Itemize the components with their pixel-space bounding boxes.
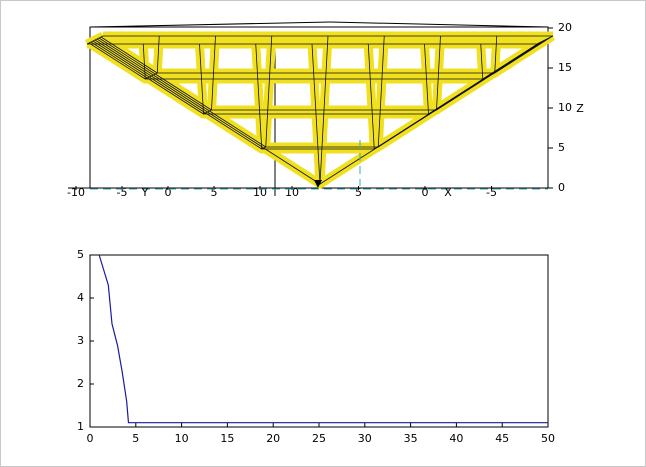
- x-axis-label: X: [444, 186, 452, 199]
- x-tick-label: 5: [132, 432, 139, 445]
- z-tick-label: 10: [558, 101, 572, 114]
- x-tick-label: 45: [495, 432, 509, 445]
- y-tick-label: 5: [211, 186, 218, 199]
- surface-mesh: [255, 35, 273, 150]
- surface-mesh: [367, 35, 385, 150]
- x-tick-label: 0: [87, 432, 94, 445]
- x-tick-label: 40: [449, 432, 463, 445]
- surface-mesh: [536, 35, 554, 45]
- y-tick-label: -10: [67, 186, 85, 199]
- z-tick-label: 0: [558, 181, 565, 194]
- x-tick-label: 20: [266, 432, 280, 445]
- y-tick-label: 2: [77, 377, 84, 390]
- surface-plot: 0 5 10 15 20 -10 -5 0 5 10 10 5 0 -5: [67, 21, 572, 199]
- x-tick-label: 25: [312, 432, 326, 445]
- y-tick-label: 5: [77, 248, 84, 261]
- min-marker: [314, 180, 322, 188]
- y-tick-label: 0: [165, 186, 172, 199]
- y-tick-label: 3: [77, 334, 84, 347]
- surface-mesh: [480, 35, 498, 80]
- x-tick-label: -5: [486, 186, 497, 199]
- x-tick-label: 30: [358, 432, 372, 445]
- x-tick-label: 5: [355, 186, 362, 199]
- axes-box: [89, 21, 331, 28]
- x-tick-label: 10: [175, 432, 189, 445]
- axes-box: [329, 21, 549, 28]
- y-tick-label: 10: [253, 186, 267, 199]
- y-tick-label: 4: [77, 291, 84, 304]
- z-tick-label: 5: [558, 141, 565, 154]
- x-tick-label: 10: [285, 186, 299, 199]
- z-tick-label: 15: [558, 61, 572, 74]
- y-tick-label: 1: [77, 420, 84, 433]
- x-tick-label: 35: [404, 432, 418, 445]
- x-tick-label: 0: [422, 186, 429, 199]
- y-axis-label: Y: [141, 186, 149, 199]
- z-tick-label: 20: [558, 21, 572, 34]
- surface-mesh: [424, 35, 441, 115]
- data-line: [98, 254, 548, 424]
- surface-mesh: [199, 35, 216, 115]
- surface-mesh: [86, 35, 104, 45]
- z-axis-label: Z: [576, 102, 584, 115]
- x-tick-label: 15: [220, 432, 234, 445]
- x-tick-label: 50: [541, 432, 555, 445]
- y-tick-label: -5: [117, 186, 128, 199]
- surface-mesh: [142, 35, 160, 80]
